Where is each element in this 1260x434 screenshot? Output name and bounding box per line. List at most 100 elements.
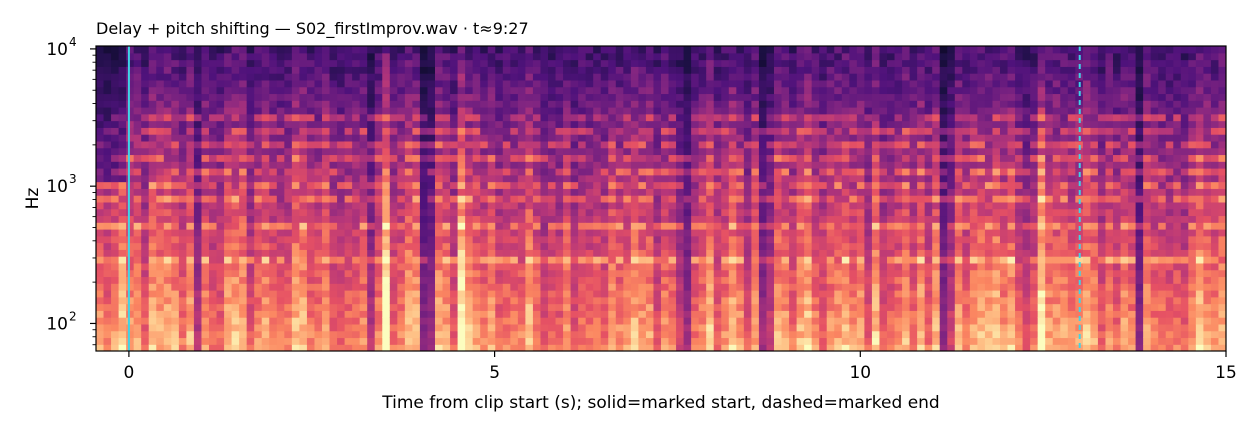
heat-cell	[698, 79, 707, 88]
heat-cell	[871, 154, 881, 162]
heat-cell	[397, 86, 406, 95]
heat-cell	[344, 283, 353, 291]
heat-cell	[804, 262, 813, 271]
heat-cell	[525, 201, 534, 210]
heat-cell	[148, 174, 157, 183]
heat-cell	[879, 283, 888, 291]
heat-cell	[585, 337, 594, 345]
heat-cell	[774, 154, 783, 162]
heat-cell	[201, 52, 210, 61]
heat-cell	[510, 208, 519, 217]
heat-cell	[314, 344, 323, 351]
heat-cell	[374, 100, 383, 108]
heat-cell	[269, 222, 278, 230]
heat-cell	[427, 303, 436, 311]
heat-cell	[314, 140, 323, 149]
heat-cell	[510, 107, 519, 115]
heat-cell	[887, 181, 896, 189]
heat-cell	[374, 310, 383, 318]
heat-cell	[736, 262, 745, 271]
heat-cell	[856, 269, 865, 278]
heat-cell	[728, 120, 737, 128]
heat-cell	[532, 59, 542, 67]
heat-cell	[472, 154, 481, 162]
heat-cell	[276, 188, 285, 196]
heat-cell	[736, 154, 745, 162]
heat-cell	[231, 208, 240, 217]
heat-cell	[389, 303, 398, 311]
heat-cell	[480, 52, 489, 61]
heat-cell	[517, 140, 526, 149]
heat-cell	[758, 46, 768, 54]
heat-cell	[917, 290, 926, 298]
heat-cell	[578, 168, 587, 176]
heat-cell	[563, 317, 572, 325]
heat-cell	[728, 174, 737, 183]
heat-cell	[450, 93, 459, 101]
heat-cell	[774, 134, 783, 142]
heat-cell	[382, 262, 391, 271]
heat-cell	[706, 79, 715, 88]
heat-cell	[216, 168, 225, 176]
heat-cell	[871, 201, 881, 210]
heat-cell	[570, 79, 579, 88]
heat-cell	[261, 46, 270, 54]
heat-cell	[442, 256, 451, 264]
heat-cell	[404, 229, 413, 237]
heat-cell	[171, 188, 180, 196]
heat-cell	[231, 161, 240, 169]
heat-cell	[917, 296, 926, 305]
heat-cell	[480, 120, 489, 128]
heat-cell	[871, 235, 881, 244]
heat-cell	[661, 310, 670, 318]
heat-cell	[630, 249, 639, 257]
heat-cell	[540, 242, 549, 250]
heat-cell	[751, 46, 760, 54]
heat-cell	[796, 66, 805, 74]
heat-cell	[713, 310, 722, 318]
heat-cell	[608, 181, 617, 189]
heat-cell	[269, 79, 278, 88]
heat-cell	[246, 303, 255, 311]
heat-cell	[661, 52, 670, 61]
heat-cell	[487, 290, 496, 298]
heat-cell	[600, 310, 609, 318]
heat-cell	[841, 134, 850, 142]
heat-cell	[201, 59, 210, 67]
heat-cell	[103, 100, 112, 108]
heat-cell	[766, 107, 775, 115]
heat-cell	[887, 113, 896, 122]
heat-cell	[261, 344, 270, 351]
heat-cell	[457, 276, 466, 284]
heat-cell	[608, 154, 617, 162]
heat-cell	[193, 229, 203, 237]
heat-cell	[306, 290, 316, 298]
heat-cell	[811, 73, 820, 81]
heat-cell	[171, 113, 180, 122]
heat-cell	[193, 86, 203, 95]
heat-cell	[683, 100, 692, 108]
heat-cell	[864, 59, 873, 67]
heat-cell	[653, 290, 662, 298]
heat-cell	[668, 73, 677, 81]
heat-cell	[645, 310, 655, 318]
heat-cell	[359, 330, 368, 339]
heat-cell	[435, 59, 444, 67]
heat-cell	[404, 66, 413, 74]
heat-cell	[148, 93, 157, 101]
heat-cell	[548, 107, 557, 115]
heat-cell	[457, 283, 466, 291]
heat-cell	[563, 52, 572, 61]
heat-cell	[796, 310, 805, 318]
heat-cell	[254, 100, 263, 108]
heat-cell	[676, 222, 685, 230]
heat-cell	[585, 140, 594, 149]
heat-cell	[615, 181, 624, 189]
heat-cell	[841, 256, 850, 264]
heat-cell	[329, 134, 338, 142]
heat-cell	[849, 66, 858, 74]
heat-cell	[713, 215, 722, 223]
heat-cell	[826, 168, 835, 176]
heat-cell	[525, 86, 534, 95]
heat-cell	[337, 323, 346, 332]
